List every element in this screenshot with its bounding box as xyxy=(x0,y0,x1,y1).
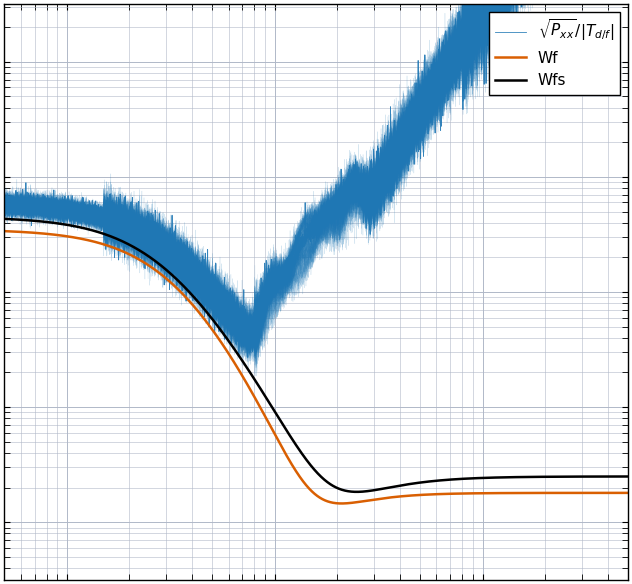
Wfs xyxy=(624,473,631,480)
Wfs xyxy=(149,255,156,262)
Wf xyxy=(145,262,153,269)
Wf xyxy=(280,447,288,454)
Wfs xyxy=(236,353,243,360)
$\sqrt{P_{xx}}/|T_{d/f}|$ xyxy=(145,234,153,241)
Wf xyxy=(236,367,243,374)
Wfs xyxy=(1,215,8,223)
Wf xyxy=(1,228,8,235)
Legend: $\sqrt{P_{xx}}/|T_{d/f}|$, Wf, Wfs: $\sqrt{P_{xx}}/|T_{d/f}|$, Wf, Wfs xyxy=(489,12,620,95)
Wfs xyxy=(145,253,153,260)
Wf xyxy=(624,489,631,496)
Line: Wf: Wf xyxy=(4,231,628,503)
$\sqrt{P_{xx}}/|T_{d/f}|$ xyxy=(244,354,252,361)
$\sqrt{P_{xx}}/|T_{d/f}|$ xyxy=(1,198,8,205)
$\sqrt{P_{xx}}/|T_{d/f}|$ xyxy=(280,270,288,277)
Wf xyxy=(149,265,156,272)
Wf xyxy=(338,500,346,507)
$\sqrt{P_{xx}}/|T_{d/f}|$ xyxy=(236,315,243,322)
Line: $\sqrt{P_{xx}}/|T_{d/f}|$: $\sqrt{P_{xx}}/|T_{d/f}|$ xyxy=(4,0,628,357)
$\sqrt{P_{xx}}/|T_{d/f}|$ xyxy=(149,262,156,269)
Line: Wfs: Wfs xyxy=(4,219,628,492)
Wfs xyxy=(152,258,159,265)
Wf xyxy=(152,267,159,274)
Wfs xyxy=(619,473,627,480)
$\sqrt{P_{xx}}/|T_{d/f}|$ xyxy=(152,230,159,237)
Wf xyxy=(619,489,627,496)
Wfs xyxy=(280,422,288,429)
Wfs xyxy=(353,488,360,495)
